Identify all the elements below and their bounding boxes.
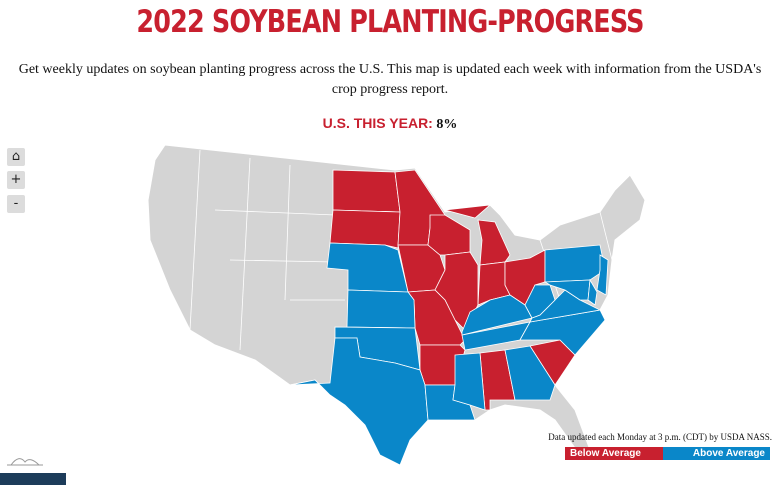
state-border [214,209,336,216]
state-pa[interactable] [544,244,606,283]
footer-tab[interactable] [0,473,66,485]
state-tx[interactable] [289,337,429,466]
legend: Below Average Above Average [565,447,770,460]
state-ms[interactable] [452,352,486,411]
state-ks[interactable] [346,289,416,329]
legend-below-average: Below Average [565,447,663,460]
state-ga[interactable] [504,345,556,401]
state-mi[interactable] [444,204,492,219]
state-de[interactable] [587,278,598,306]
mountain-logo-icon [7,458,43,466]
home-button[interactable]: ⌂ [7,148,25,166]
zoom-in-button[interactable]: + [7,171,25,189]
state-border [239,157,251,351]
state-border [284,164,291,301]
state-sd[interactable] [329,209,401,249]
state-nd[interactable] [332,169,401,213]
state-border [229,259,336,263]
page-subtitle: Get weekly updates on soybean planting p… [18,62,762,97]
state-nj[interactable] [596,254,609,296]
us-summary: U.S. THIS YEAR: 8% [0,114,780,134]
data-note: Data updated each Monday at 3 p.m. (CDT)… [548,432,772,442]
us-summary-value: 8% [436,117,458,132]
state-border [189,149,201,331]
state-ky[interactable] [461,294,533,336]
page-title: 2022 SOYBEAN PLANTING-PROGRESS [136,4,644,40]
legend-above-average: Above Average [663,447,770,460]
zoom-out-button[interactable]: - [7,195,25,213]
state-border [599,211,613,261]
home-icon: ⌂ [11,149,21,164]
us-summary-label: U.S. THIS YEAR: [322,115,433,131]
state-wv[interactable] [524,284,556,319]
